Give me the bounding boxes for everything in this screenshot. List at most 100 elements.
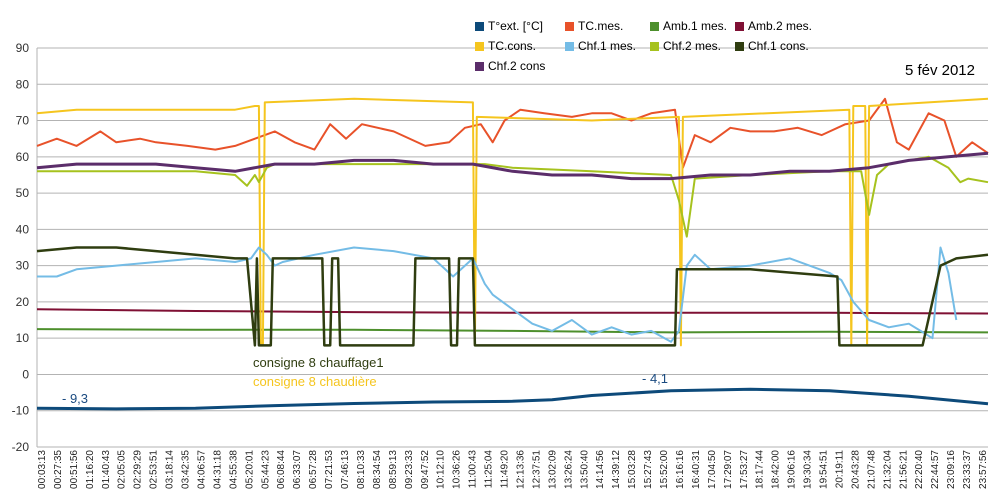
x-tick-label: 19:06:16 bbox=[787, 450, 798, 489]
legend-label: Chf.1 mes. bbox=[578, 39, 636, 53]
y-tick-label: 70 bbox=[16, 114, 30, 128]
legend-label: TC.cons. bbox=[488, 39, 536, 53]
x-tick-label: 01:16:20 bbox=[85, 450, 96, 489]
x-tick-label: 07:21:53 bbox=[324, 450, 335, 489]
x-tick-label: 08:34:54 bbox=[372, 450, 383, 489]
series-line-5 bbox=[37, 246, 958, 343]
series-line-3 bbox=[36, 308, 989, 315]
x-tick-label: 03:42:35 bbox=[181, 450, 192, 489]
x-axis-ticks: 00:03:13 00:27:35 00:51:56 01:16:20 01:40:43… bbox=[37, 450, 989, 489]
x-tick-label: 04:55:38 bbox=[228, 450, 239, 489]
x-tick-label: 02:53:51 bbox=[149, 450, 160, 489]
x-tick-label: 14:39:12 bbox=[611, 450, 622, 489]
series-line-2 bbox=[36, 328, 989, 334]
x-tick-label: 02:29:29 bbox=[133, 450, 144, 489]
legend-label: TC.mes. bbox=[578, 19, 623, 33]
legend-label: Chf.2 cons bbox=[488, 59, 545, 73]
annotation-max-temp: - 4,1 bbox=[642, 371, 668, 386]
y-axis-ticks: -20 -10 0 10 20 30 40 50 60 70 80 90 bbox=[12, 41, 30, 454]
legend-swatch bbox=[475, 42, 484, 51]
x-tick-label: 15:52:00 bbox=[659, 450, 670, 489]
x-tick-label: 17:04:50 bbox=[707, 450, 718, 489]
x-tick-label: 23:57:56 bbox=[978, 450, 989, 489]
x-tick-label: 15:27:43 bbox=[643, 450, 654, 489]
legend-swatch bbox=[650, 22, 659, 31]
y-tick-label: 50 bbox=[16, 186, 30, 200]
x-tick-label: 13:50:40 bbox=[579, 450, 590, 489]
y-tick-label: 40 bbox=[16, 222, 30, 236]
x-tick-label: 22:44:57 bbox=[930, 450, 941, 489]
x-tick-label: 12:13:36 bbox=[515, 450, 526, 489]
y-tick-label: 80 bbox=[16, 77, 30, 91]
legend-swatch bbox=[735, 22, 744, 31]
legend-label: Amb.1 mes. bbox=[663, 19, 727, 33]
x-tick-label: 10:12:10 bbox=[436, 450, 447, 489]
x-tick-label: 16:16:16 bbox=[675, 450, 686, 489]
x-tick-label: 16:40:31 bbox=[691, 450, 702, 489]
x-tick-label: 20:43:28 bbox=[850, 450, 861, 489]
x-tick-label: 08:59:13 bbox=[388, 450, 399, 489]
x-tick-label: 00:27:35 bbox=[53, 450, 64, 489]
series-line-8 bbox=[36, 151, 989, 181]
legend-swatch bbox=[565, 42, 574, 51]
legend-swatch bbox=[475, 62, 484, 71]
x-tick-label: 15:03:28 bbox=[627, 450, 638, 489]
x-tick-label: 00:51:56 bbox=[69, 450, 80, 489]
y-tick-label: 60 bbox=[16, 150, 30, 164]
x-tick-label: 18:42:00 bbox=[771, 450, 782, 489]
x-tick-label: 11:00:43 bbox=[468, 450, 479, 489]
x-tick-label: 09:23:33 bbox=[404, 450, 415, 489]
x-tick-label: 08:10:33 bbox=[356, 450, 367, 489]
x-tick-label: 01:40:43 bbox=[101, 450, 112, 489]
legend-swatch bbox=[735, 42, 744, 51]
series-line-0 bbox=[36, 387, 989, 411]
x-tick-label: 10:36:26 bbox=[452, 450, 463, 489]
x-tick-label: 06:08:44 bbox=[276, 450, 287, 489]
x-tick-label: 05:44:23 bbox=[260, 450, 271, 489]
x-tick-label: 12:37:51 bbox=[531, 450, 542, 489]
x-tick-label: 00:03:13 bbox=[37, 450, 48, 489]
x-tick-label: 17:29:07 bbox=[723, 450, 734, 489]
y-tick-label: 20 bbox=[16, 295, 30, 309]
gridlines bbox=[36, 47, 988, 448]
x-tick-label: 18:17:44 bbox=[755, 450, 766, 489]
y-tick-label: -10 bbox=[12, 404, 30, 418]
date-label: 5 fév 2012 bbox=[905, 62, 975, 79]
x-tick-label: 11:25:04 bbox=[484, 450, 495, 489]
x-tick-label: 23:33:37 bbox=[962, 450, 973, 489]
x-tick-label: 21:07:48 bbox=[866, 450, 877, 489]
x-tick-label: 19:54:51 bbox=[819, 450, 830, 489]
x-tick-label: 21:32:04 bbox=[882, 450, 893, 489]
x-tick-label: 19:30:34 bbox=[803, 450, 814, 489]
y-tick-label: 90 bbox=[16, 41, 30, 55]
y-tick-label: 0 bbox=[22, 367, 29, 381]
x-tick-label: 13:02:09 bbox=[547, 450, 558, 489]
legend-swatch bbox=[475, 22, 484, 31]
x-tick-label: 06:33:07 bbox=[292, 450, 303, 489]
y-tick-label: 30 bbox=[16, 259, 30, 273]
series-line-4 bbox=[36, 97, 989, 347]
x-tick-label: 04:31:18 bbox=[212, 450, 223, 489]
legend-label: Chf.2 mes. bbox=[663, 39, 721, 53]
y-tick-label: -20 bbox=[12, 440, 30, 454]
x-tick-label: 02:05:05 bbox=[117, 450, 128, 489]
legend-label: Chf.1 cons. bbox=[748, 39, 809, 53]
x-tick-label: 17:53:27 bbox=[739, 450, 750, 489]
annotation-consigne-chauffage: consigne 8 chauffage1 bbox=[253, 355, 384, 370]
annotation-min-temp: - 9,3 bbox=[62, 391, 88, 406]
legend: T°ext. [°C] TC.mes. Amb.1 mes. Amb.2 mes. TC… bbox=[475, 19, 812, 73]
x-tick-label: 23:09:16 bbox=[946, 450, 957, 489]
x-tick-label: 03:18:14 bbox=[165, 450, 176, 489]
x-tick-label: 13:26:24 bbox=[563, 450, 574, 489]
x-tick-label: 05:20:01 bbox=[244, 450, 255, 489]
annotation-consigne-chaudiere: consigne 8 chaudière bbox=[253, 374, 377, 389]
y-tick-label: 10 bbox=[16, 331, 30, 345]
legend-swatch bbox=[650, 42, 659, 51]
series-line-7 bbox=[36, 246, 989, 347]
legend-swatch bbox=[565, 22, 574, 31]
x-tick-label: 04:06:57 bbox=[196, 450, 207, 489]
x-tick-label: 14:14:56 bbox=[595, 450, 606, 489]
x-tick-label: 20:19:11 bbox=[834, 450, 845, 489]
